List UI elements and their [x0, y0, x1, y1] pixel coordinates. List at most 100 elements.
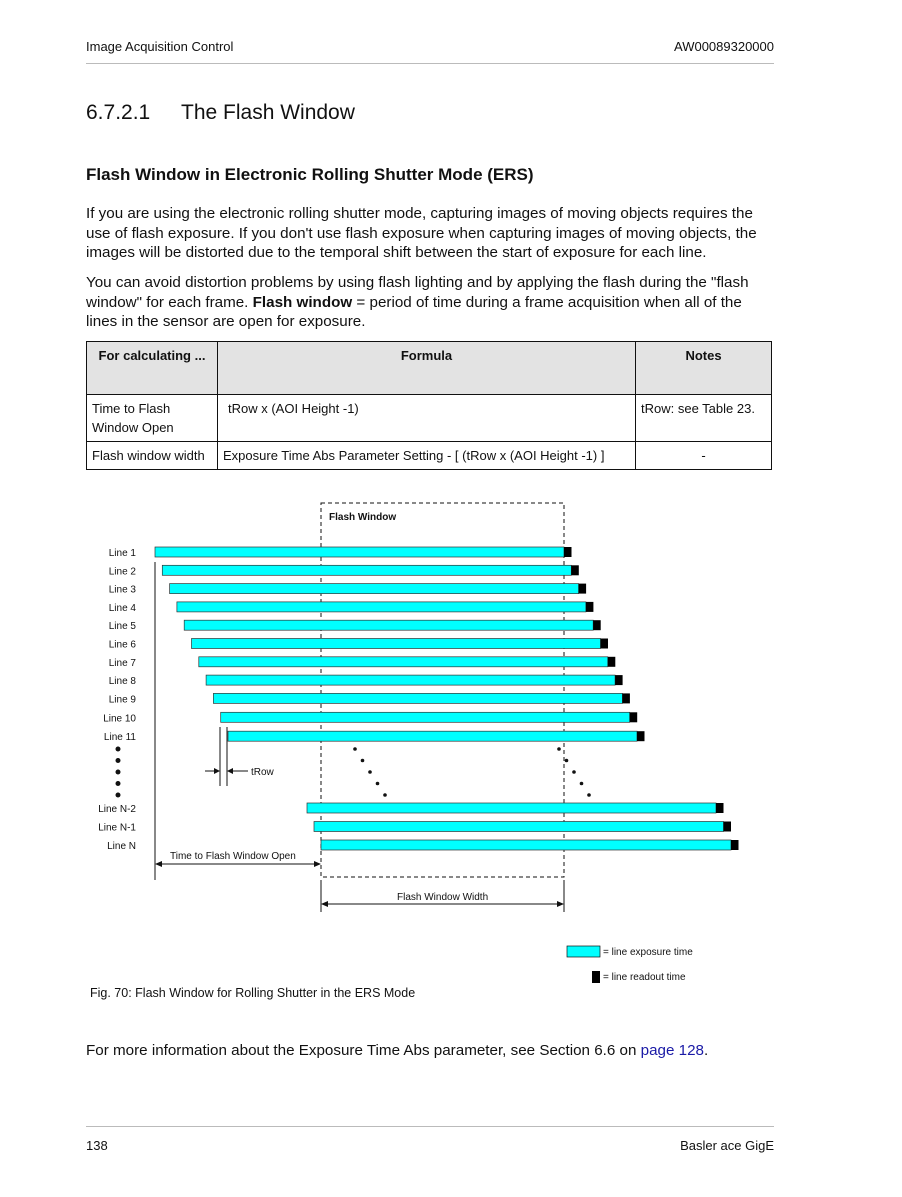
arrow-head — [557, 901, 564, 907]
flash-window-width-label: Flash Window Width — [397, 892, 488, 903]
ellipsis-dot — [115, 792, 121, 798]
footer-paragraph: For more information about the Exposure … — [86, 1042, 709, 1059]
readout-block — [716, 803, 724, 813]
readout-block — [564, 547, 572, 557]
exposure-bar — [169, 583, 579, 594]
line-label: Line 9 — [109, 694, 137, 705]
exposure-bar — [313, 821, 724, 832]
exposure-bar — [176, 601, 587, 613]
arrow-head — [214, 768, 220, 774]
arrow-head — [155, 861, 162, 867]
ellipsis-dot — [572, 770, 576, 774]
ellipsis-dot — [375, 781, 380, 786]
section-title: 6.7.2.1 The Flash Window — [86, 101, 355, 124]
header-right: AW00089320000 — [674, 39, 774, 54]
table-header-row: For calculating ... Formula Notes — [86, 341, 772, 395]
figure-caption: Fig. 70: Flash Window for Rolling Shutte… — [90, 986, 416, 1000]
ellipsis-dot — [360, 758, 365, 763]
table-cell: Exposure Time Abs Parameter Setting - [ … — [217, 441, 636, 470]
line-label: Line 1 — [109, 548, 137, 559]
ellipsis-dot — [368, 770, 372, 774]
paragraph-2: You can avoid distortion problems by usi… — [86, 274, 749, 330]
exposure-bar — [213, 693, 623, 704]
exposure-bar — [198, 656, 609, 668]
formula-table: For calculating ... Formula Notes Time t… — [86, 341, 772, 470]
readout-block — [600, 638, 608, 649]
arrow-head — [321, 901, 328, 907]
flash-window-box — [320, 502, 565, 878]
readout-block — [593, 620, 601, 631]
line-label: Line 11 — [104, 732, 137, 743]
subheading: Flash Window in Electronic Rolling Shutt… — [86, 165, 534, 184]
line-label: Line 5 — [109, 621, 137, 632]
table-row: Time to Flash Window Open tRow x (AOI He… — [86, 394, 772, 442]
legend-readout-swatch — [592, 971, 600, 983]
exposure-bar — [320, 839, 732, 851]
ellipsis-dot — [115, 781, 121, 786]
exposure-bar — [161, 564, 572, 576]
ellipsis-dot — [587, 793, 591, 797]
exposure-bar — [183, 619, 594, 631]
readout-block — [615, 675, 623, 686]
table-cell: - — [635, 441, 772, 470]
exposure-bar — [191, 638, 601, 649]
table-cell: tRow: see Table 23. — [635, 394, 772, 442]
ellipsis-dot — [115, 758, 121, 763]
readout-block — [578, 583, 587, 594]
flash-window-label: Flash Window — [329, 512, 396, 523]
header-left: Image Acquisition Control — [86, 39, 234, 54]
line-label: Line 6 — [109, 640, 137, 651]
line-label: Line N-1 — [98, 823, 136, 834]
readout-block — [571, 565, 579, 576]
footer-rule — [86, 1126, 774, 1127]
header-rule — [86, 63, 774, 64]
page-link[interactable]: page 128 — [640, 1042, 704, 1059]
readout-block — [622, 693, 630, 704]
line-label: Line 10 — [103, 713, 136, 724]
paragraph-1: If you are using the electronic rolling … — [86, 205, 757, 261]
exposure-bar — [306, 802, 717, 814]
ellipsis-dot — [353, 747, 357, 751]
arrow-head — [314, 861, 321, 867]
trow-label: tRow — [251, 767, 275, 778]
header-cell: Notes — [635, 341, 772, 395]
ellipsis-dot — [579, 781, 584, 786]
table-cell: Time to Flash Window Open — [86, 394, 218, 442]
line-label: Line N — [107, 841, 136, 852]
page-number: 138 — [86, 1138, 108, 1153]
readout-block — [585, 601, 594, 612]
ellipsis-dot — [383, 793, 387, 797]
footer-product: Basler ace GigE — [680, 1138, 774, 1153]
legend-exposure-swatch — [566, 945, 601, 958]
readout-block — [637, 731, 645, 742]
header-cell: Formula — [217, 341, 636, 395]
table-cell: tRow x (AOI Height -1) — [217, 394, 636, 442]
ellipsis-dot — [115, 746, 121, 752]
readout-block — [723, 821, 731, 832]
legend-exposure-label: = line exposure time — [603, 947, 693, 958]
exposure-bar — [227, 730, 638, 742]
ellipsis-dot — [564, 758, 569, 763]
line-label: Line 3 — [109, 585, 137, 596]
exposure-bar — [220, 711, 631, 723]
ellipsis-dot — [115, 769, 121, 775]
readout-block — [629, 712, 638, 723]
time-to-open-label: Time to Flash Window Open — [170, 851, 296, 862]
line-label: Line N-2 — [98, 804, 136, 815]
ellipsis-dot — [557, 747, 561, 751]
legend-readout-label: = line readout time — [603, 972, 686, 983]
exposure-bar — [154, 546, 565, 558]
line-label: Line 2 — [109, 566, 137, 577]
line-label: Line 4 — [109, 603, 137, 614]
header-cell: For calculating ... — [86, 341, 218, 395]
line-label: Line 7 — [109, 658, 137, 669]
readout-block — [731, 840, 739, 850]
table-row: Flash window width Exposure Time Abs Par… — [86, 441, 772, 470]
table-cell: Flash window width — [86, 441, 218, 470]
readout-block — [607, 656, 616, 667]
arrow-head — [227, 768, 233, 774]
line-label: Line 8 — [109, 676, 137, 687]
exposure-bar — [205, 674, 616, 686]
